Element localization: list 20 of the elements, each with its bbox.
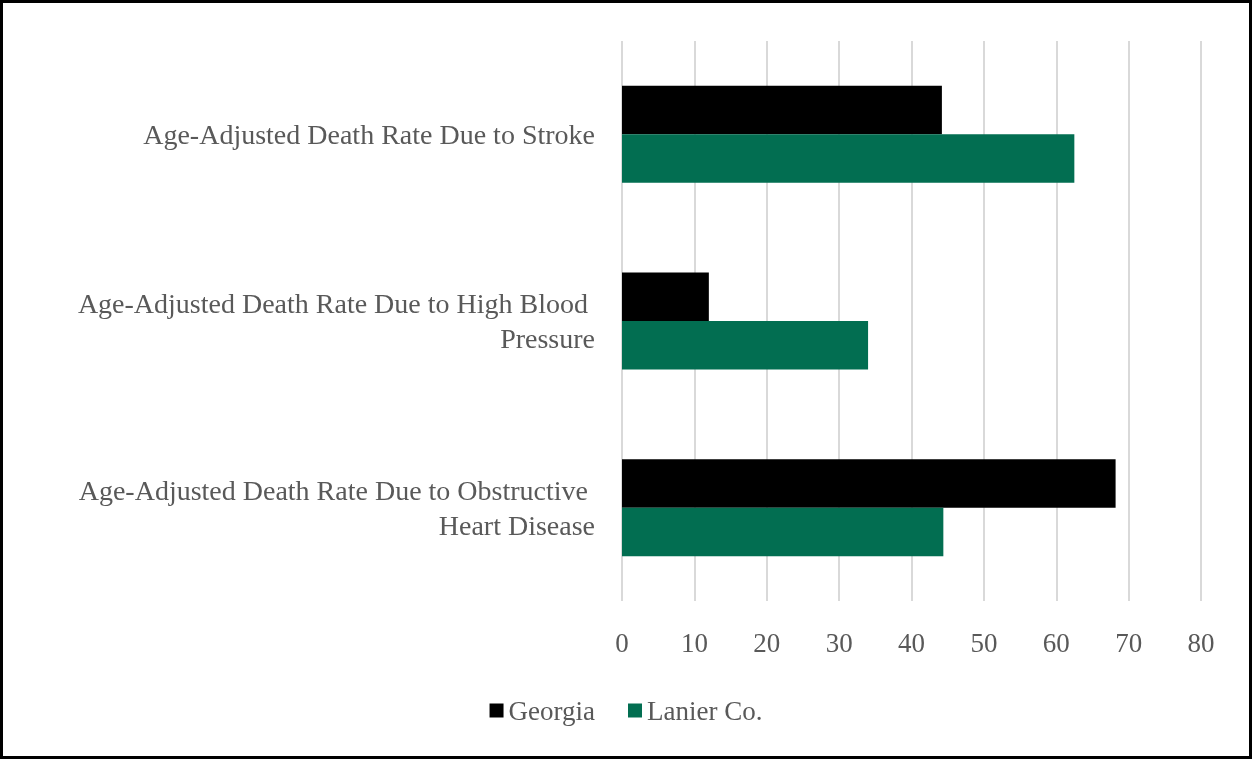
x-tick-label: 0 [615,627,629,658]
x-tick-label: 60 [1042,627,1070,658]
bar [622,134,1075,183]
y-tick-label: Age-Adjusted Death Rate Due to High Blood Pressure [77,288,595,354]
x-tick-label: 70 [1115,627,1143,658]
x-tick-label: 40 [898,627,925,658]
bar [622,321,869,370]
x-tick-label: 50 [970,627,998,658]
x-tick-label: 80 [1187,627,1215,658]
y-tick-label: Age-Adjusted Death Rate Due to Stroke [143,118,595,150]
x-tick-label: 30 [825,627,853,658]
x-tick-label: 10 [680,627,708,658]
bar [622,85,942,135]
y-tick-label: Age-Adjusted Death Rate Due to Obstructive Heart Disease [78,474,595,541]
legend-label: Georgia [508,695,596,726]
x-tick-label: 20 [753,627,781,658]
bar [622,272,709,321]
legend-label: Lanier Co. [647,695,763,726]
bar [622,459,1116,508]
bar [622,507,944,557]
